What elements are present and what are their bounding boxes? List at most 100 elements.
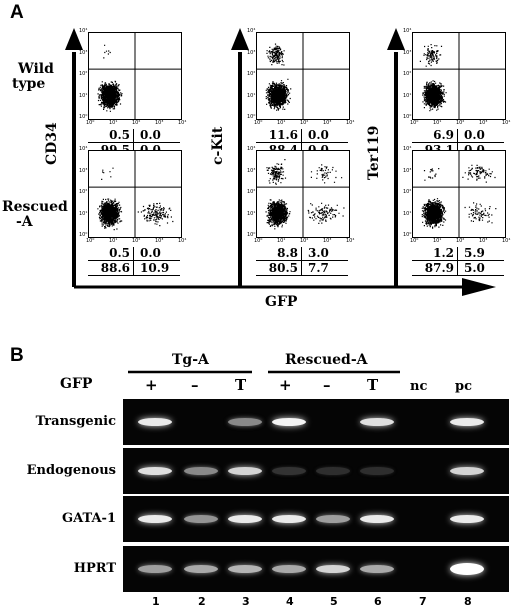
x-tick-label: 10⁴: [346, 238, 355, 244]
y-tick-label: 10⁴: [247, 146, 256, 152]
x-tick-label: 10¹: [109, 120, 118, 126]
gel-band: [228, 418, 262, 426]
x-tick-label: 10²: [300, 120, 309, 126]
y-tick-label: 10³: [247, 167, 256, 174]
gel-row: [123, 496, 509, 542]
x-tick-label: 10¹: [433, 238, 442, 244]
gel-band: [450, 467, 484, 475]
y-tick-label: 10⁴: [403, 146, 412, 152]
gel-row: [123, 546, 509, 592]
flow-plot-dots: [413, 151, 505, 237]
y-tick-label: 10²: [79, 71, 88, 77]
row-label-wild-type: Wild type: [12, 62, 54, 92]
group-label-rescued-a: Rescued-A: [285, 352, 368, 368]
panel-a-letter: A: [10, 2, 24, 23]
lane-number: 4: [286, 595, 294, 608]
stat-lower-right: 7.7: [308, 261, 329, 275]
y-tick-label: 10³: [403, 167, 412, 174]
y-tick-label: 10⁴: [79, 146, 88, 152]
quadrant-stats: 0.50.099.50.0: [88, 128, 180, 158]
stat-upper-right: 0.0: [308, 128, 329, 142]
stat-upper-right: 5.9: [464, 246, 485, 260]
quadrant-stats: 8.8 3.0 80.5 7.7: [256, 246, 348, 276]
lane-number: 1: [152, 595, 160, 608]
stat-upper-left: 6.9: [433, 128, 454, 142]
flow-plot-dots: [89, 33, 181, 119]
x-tick-label: 10³: [323, 120, 332, 126]
y-tick-label: 10⁰: [403, 114, 412, 120]
gel-band: [360, 515, 394, 523]
y-tick-label: 10³: [403, 49, 412, 56]
row-label-line2: type: [12, 76, 46, 92]
y-tick-label: 10³: [79, 167, 88, 174]
gel-band: [138, 467, 172, 475]
gel-row-label: GATA-1: [62, 511, 116, 526]
gel-band: [272, 515, 306, 523]
stat-upper-right: 0.0: [464, 128, 485, 142]
lane-number: 3: [242, 595, 250, 608]
gel-band: [316, 467, 350, 475]
gel-band: [184, 467, 218, 475]
gel-band: [184, 565, 218, 573]
x-tick-label: 10²: [300, 238, 309, 244]
lane-header: T: [235, 376, 247, 394]
y-tick-label: 10²: [247, 189, 256, 195]
gel-row-label: Endogenous: [26, 463, 116, 478]
gel-row: [123, 448, 509, 494]
gel-band: [450, 563, 484, 575]
group-brackets: [128, 370, 400, 374]
gel-band: [138, 565, 172, 573]
row-label-line1: Rescued: [2, 199, 68, 215]
flow-plot-dots: [413, 33, 505, 119]
stat-lower-left: 88.6: [100, 261, 130, 275]
x-tick-label: 10¹: [433, 120, 442, 126]
panel-b-letter: B: [10, 345, 24, 366]
stat-upper-right: 0.0: [140, 128, 161, 142]
flow-plot: [88, 150, 182, 238]
y-axis-arrow-ckit: [231, 28, 249, 287]
stat-upper-left: 0.5: [109, 246, 130, 260]
y-tick-label: 10¹: [79, 92, 88, 99]
lane-header: +: [279, 376, 292, 394]
x-tick-label: 10¹: [277, 120, 286, 126]
x-tick-label: 10²: [456, 238, 465, 244]
y-tick-label: 10²: [79, 189, 88, 195]
y-tick-label: 10⁰: [403, 232, 412, 238]
x-tick-label: 10²: [132, 120, 141, 126]
panel-a-axes: [65, 28, 496, 296]
y-tick-label: 10⁴: [79, 28, 88, 34]
x-tick-label: 10⁰: [410, 120, 419, 126]
flow-plot: [256, 150, 350, 238]
x-tick-label: 10³: [479, 120, 488, 126]
y-tick-label: 10⁰: [79, 232, 88, 238]
gfp-row-label: GFP: [60, 376, 93, 392]
y-tick-label: 10⁰: [79, 114, 88, 120]
y-axis-arrow-cd34: [65, 28, 83, 287]
gel-row: [123, 399, 509, 445]
lane-header: T: [367, 376, 379, 394]
y-tick-label: 10²: [403, 189, 412, 195]
gel-band: [228, 515, 262, 523]
y-axis-arrow-ter119: [387, 28, 405, 287]
x-tick-label: 10⁰: [86, 120, 95, 126]
gel-band: [138, 515, 172, 523]
y-tick-label: 10¹: [403, 92, 412, 99]
x-tick-label: 10²: [456, 120, 465, 126]
x-axis-arrow-gfp: [74, 278, 496, 296]
lane-number: 2: [198, 595, 206, 608]
gel-band: [450, 418, 484, 426]
y-tick-label: 10¹: [247, 92, 256, 99]
gel-row-label: HPRT: [73, 561, 116, 576]
gel-band: [272, 565, 306, 573]
lane-header: +: [145, 376, 158, 394]
x-tick-label: 10⁴: [346, 120, 355, 126]
row-label-rescued-a: Rescued -A: [2, 200, 68, 230]
gel-band: [360, 418, 394, 426]
stat-upper-right: 0.0: [140, 246, 161, 260]
lane-header: –: [323, 376, 331, 394]
y-tick-label: 10³: [247, 49, 256, 56]
x-tick-label: 10⁴: [178, 120, 187, 126]
flow-plot-dots: [257, 33, 349, 119]
gel-band: [360, 565, 394, 573]
gel-band: [450, 515, 484, 523]
